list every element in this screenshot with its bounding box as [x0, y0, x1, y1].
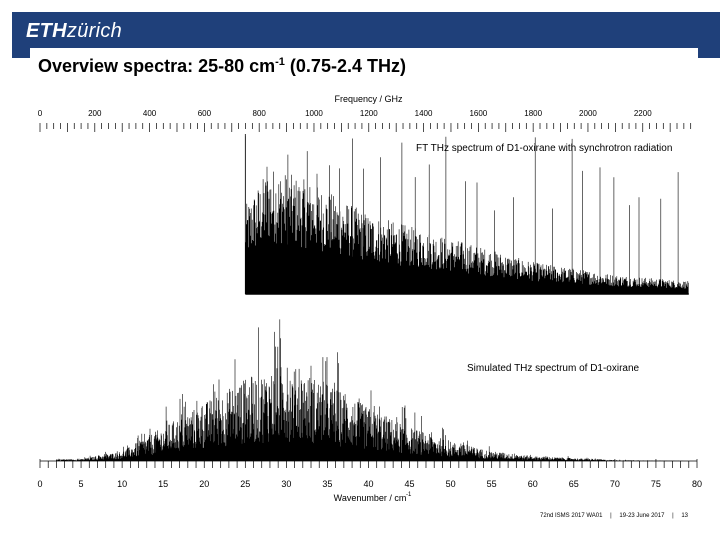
simulated-spectrum-trace — [56, 319, 684, 461]
slide-title: Overview spectra: 25-80 cm-1 (0.75-2.4 T… — [38, 56, 406, 77]
top-axis-label: Frequency / GHz — [334, 94, 403, 104]
footer-event: 72nd ISMS 2017 WA01 — [540, 513, 603, 519]
top-tick-label: 200 — [88, 109, 102, 118]
experimental-series-label: FT THz spectrum of D1-oxirane with synch… — [416, 143, 672, 154]
top-tick-label: 0 — [38, 109, 43, 118]
slide-title-sup: -1 — [275, 56, 285, 68]
top-tick-label: 2200 — [634, 109, 652, 118]
bottom-tick-label: 25 — [240, 479, 250, 489]
bottom-tick-label: 0 — [37, 479, 42, 489]
bottom-tick-label: 80 — [692, 479, 702, 489]
logo-eth-text: ETH — [26, 20, 67, 42]
bottom-tick-label: 15 — [158, 479, 168, 489]
top-tick-label: 1000 — [305, 109, 323, 118]
bottom-tick-label: 65 — [569, 479, 579, 489]
top-tick-label: 1600 — [469, 109, 487, 118]
top-tick-label: 1200 — [360, 109, 378, 118]
footer-page: 13 — [681, 513, 689, 519]
title-box — [30, 48, 698, 82]
bottom-axis-label-sup: -1 — [406, 492, 412, 498]
bottom-tick-label: 35 — [322, 479, 332, 489]
bottom-tick-label: 75 — [651, 479, 661, 489]
logo-zurich-text: zürich — [66, 20, 123, 42]
top-tick-label: 400 — [143, 109, 157, 118]
eth-zurich-logo: ETHzürich — [26, 20, 122, 43]
slide-title-suffix: (0.75-2.4 THz) — [284, 56, 406, 76]
experimental-spectrum-trace — [245, 136, 689, 294]
bottom-tick-label: 45 — [405, 479, 415, 489]
simulated-series-label: Simulated THz spectrum of D1-oxirane — [467, 363, 640, 374]
top-tick-label: 1400 — [415, 109, 433, 118]
top-tick-label: 600 — [198, 109, 212, 118]
footer: 72nd ISMS 2017 WA01 | 19-23 June 2017 | … — [540, 513, 694, 519]
bottom-tick-label: 50 — [446, 479, 456, 489]
footer-sep-2: | — [672, 513, 674, 519]
top-tick-label: 800 — [253, 109, 267, 118]
bottom-tick-label: 20 — [199, 479, 209, 489]
footer-date: 19-23 June 2017 — [619, 513, 665, 519]
bottom-tick-label: 40 — [363, 479, 373, 489]
slide-title-prefix: Overview spectra: 25-80 cm — [38, 56, 276, 76]
bottom-tick-label: 30 — [281, 479, 291, 489]
top-tick-label: 1800 — [524, 109, 542, 118]
bottom-axis-label: Wavenumber / cm — [334, 493, 407, 503]
top-tick-label: 2000 — [579, 109, 597, 118]
bottom-tick-label: 55 — [487, 479, 497, 489]
bottom-tick-label: 10 — [117, 479, 127, 489]
bottom-tick-label: 70 — [610, 479, 620, 489]
bottom-tick-label: 5 — [79, 479, 84, 489]
bottom-tick-label: 60 — [528, 479, 538, 489]
footer-sep-1: | — [610, 513, 612, 519]
